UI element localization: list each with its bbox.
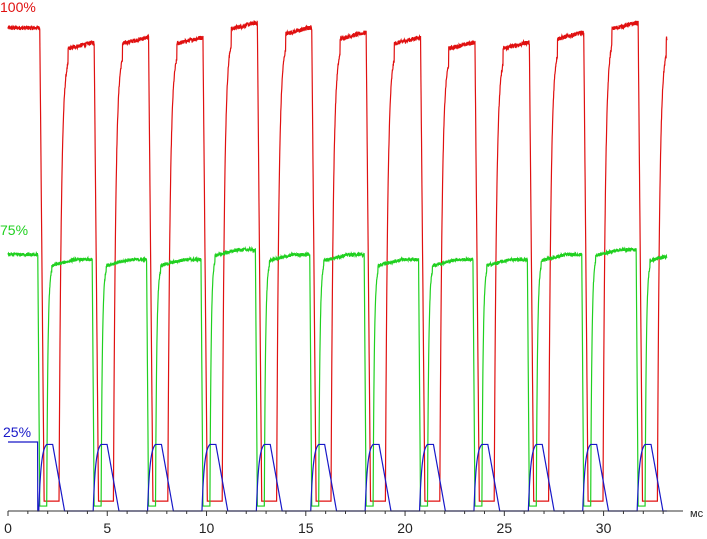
series-label-100: 100% <box>0 0 36 15</box>
x-axis-ticks: 0 5 10 15 20 25 30 <box>4 511 664 536</box>
x-tick-label-10: 10 <box>199 520 215 536</box>
series-line-75 <box>7 245 668 507</box>
x-tick-label-15: 15 <box>298 520 314 536</box>
series-line-100 <box>7 20 668 502</box>
x-axis-unit: мс <box>690 508 704 520</box>
x-axis: 0 5 10 15 20 25 30 мс <box>4 508 703 536</box>
series-label-75: 75% <box>0 222 28 238</box>
series-label-25: 25% <box>3 424 31 440</box>
x-tick-label-5: 5 <box>103 520 111 536</box>
series-labels: 100% 75% 25% <box>0 0 36 440</box>
x-tick-label-25: 25 <box>497 520 513 536</box>
x-tick-label-20: 20 <box>397 520 413 536</box>
x-tick-label-30: 30 <box>596 520 612 536</box>
x-tick-label-0: 0 <box>4 520 12 536</box>
series-lines <box>7 20 668 512</box>
